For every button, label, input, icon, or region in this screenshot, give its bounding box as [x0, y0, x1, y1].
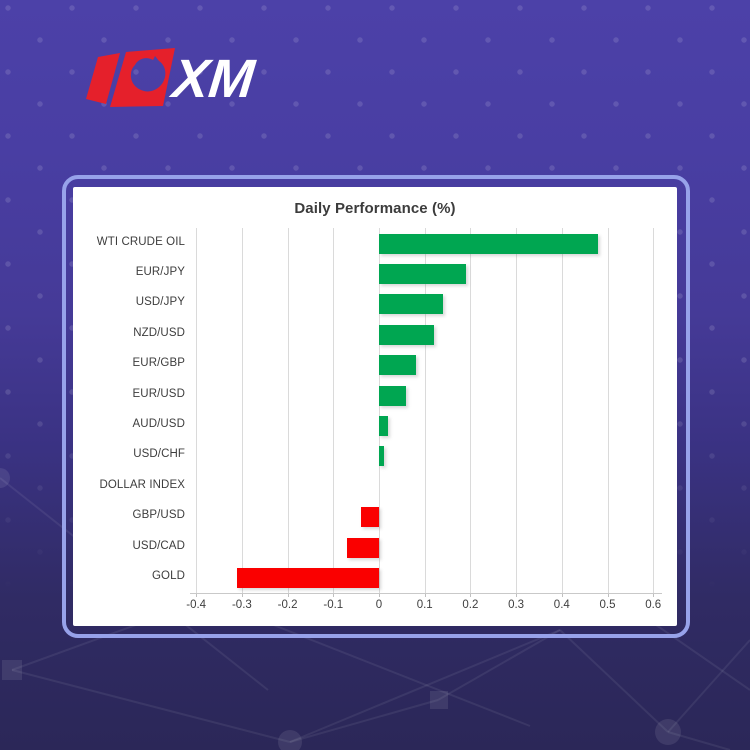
axis-tick	[607, 593, 609, 597]
axis-tick	[379, 593, 380, 597]
category-label: USD/CHF	[133, 448, 185, 461]
category-label: AUD/USD	[132, 418, 185, 431]
gridline	[424, 228, 426, 593]
node-square	[430, 691, 448, 709]
daily-performance-chart: -0.4 -0.3 -0.2 -0.1 0 0.1 0.2 0.3 0.4 0.5 0.6 WTI C…	[73, 187, 677, 626]
category-label: WTI CRUDE OIL	[96, 235, 185, 248]
performance-bar	[379, 385, 407, 406]
category-label: USD/CAD	[132, 539, 185, 552]
axis-tick-label: -0.3	[231, 599, 252, 611]
category-label: GOLD	[152, 570, 185, 583]
node-circle	[655, 719, 681, 745]
performance-bar	[379, 294, 443, 315]
xm-logo: XM	[83, 48, 257, 110]
category-label: NZD/USD	[133, 326, 185, 339]
gridline	[516, 228, 518, 593]
chart-title: Daily Performance (%)	[294, 200, 456, 217]
axis-tick-label: -0.4	[186, 599, 207, 611]
category-label: EUR/GBP	[132, 357, 185, 370]
performance-bar	[379, 263, 466, 284]
x-axis-line	[190, 593, 662, 594]
node-square	[2, 660, 22, 680]
performance-bar	[360, 507, 379, 528]
category-label: GBP/USD	[132, 509, 185, 522]
axis-tick-label: 0.6	[645, 599, 662, 611]
axis-tick-label: 0.5	[599, 599, 616, 611]
gridline	[653, 228, 655, 593]
gridline	[470, 228, 472, 593]
axis-tick	[470, 593, 472, 597]
gridline	[379, 228, 380, 593]
node-circle	[278, 730, 302, 750]
axis-tick	[196, 593, 198, 597]
performance-bar	[379, 416, 389, 437]
axis-tick-label: 0.1	[416, 599, 433, 611]
axis-tick-label: 0	[375, 599, 383, 611]
performance-bar	[379, 355, 416, 376]
axis-tick-label: 0.4	[553, 599, 570, 611]
axis-tick	[333, 593, 335, 597]
category-label: EUR/JPY	[135, 265, 185, 278]
axis-tick	[653, 593, 655, 597]
axis-tick-label: 0.2	[462, 599, 479, 611]
performance-card: Daily Performance (%) -0.4 -0.3 -0.2 -0.1 0 0…	[62, 175, 690, 638]
category-label: USD/JPY	[135, 296, 185, 309]
gridline	[561, 228, 563, 593]
performance-bar	[379, 324, 434, 345]
gridline	[241, 228, 243, 593]
gridline	[196, 228, 198, 593]
xm-bull-icon	[86, 48, 175, 107]
xm-logo-text: XM	[169, 49, 258, 109]
axis-tick-label: 0.3	[508, 599, 525, 611]
performance-bar	[347, 537, 379, 558]
axis-tick	[424, 593, 426, 597]
category-label: DOLLAR INDEX	[99, 478, 185, 491]
gridline	[607, 228, 609, 593]
axis-tick	[561, 593, 563, 597]
category-label: EUR/USD	[132, 387, 185, 400]
axis-tick-label: -0.1	[323, 599, 344, 611]
axis-tick	[241, 593, 243, 597]
axis-tick	[516, 593, 518, 597]
axis-tick-label: -0.2	[277, 599, 298, 611]
gridline	[287, 228, 289, 593]
axis-tick	[287, 593, 289, 597]
performance-bar	[237, 568, 379, 589]
performance-bar	[379, 233, 599, 254]
chart-panel: Daily Performance (%) -0.4 -0.3 -0.2 -0.1 0 0…	[73, 187, 677, 626]
performance-bar	[379, 446, 384, 467]
gridline	[333, 228, 335, 593]
node-circle	[0, 468, 10, 488]
